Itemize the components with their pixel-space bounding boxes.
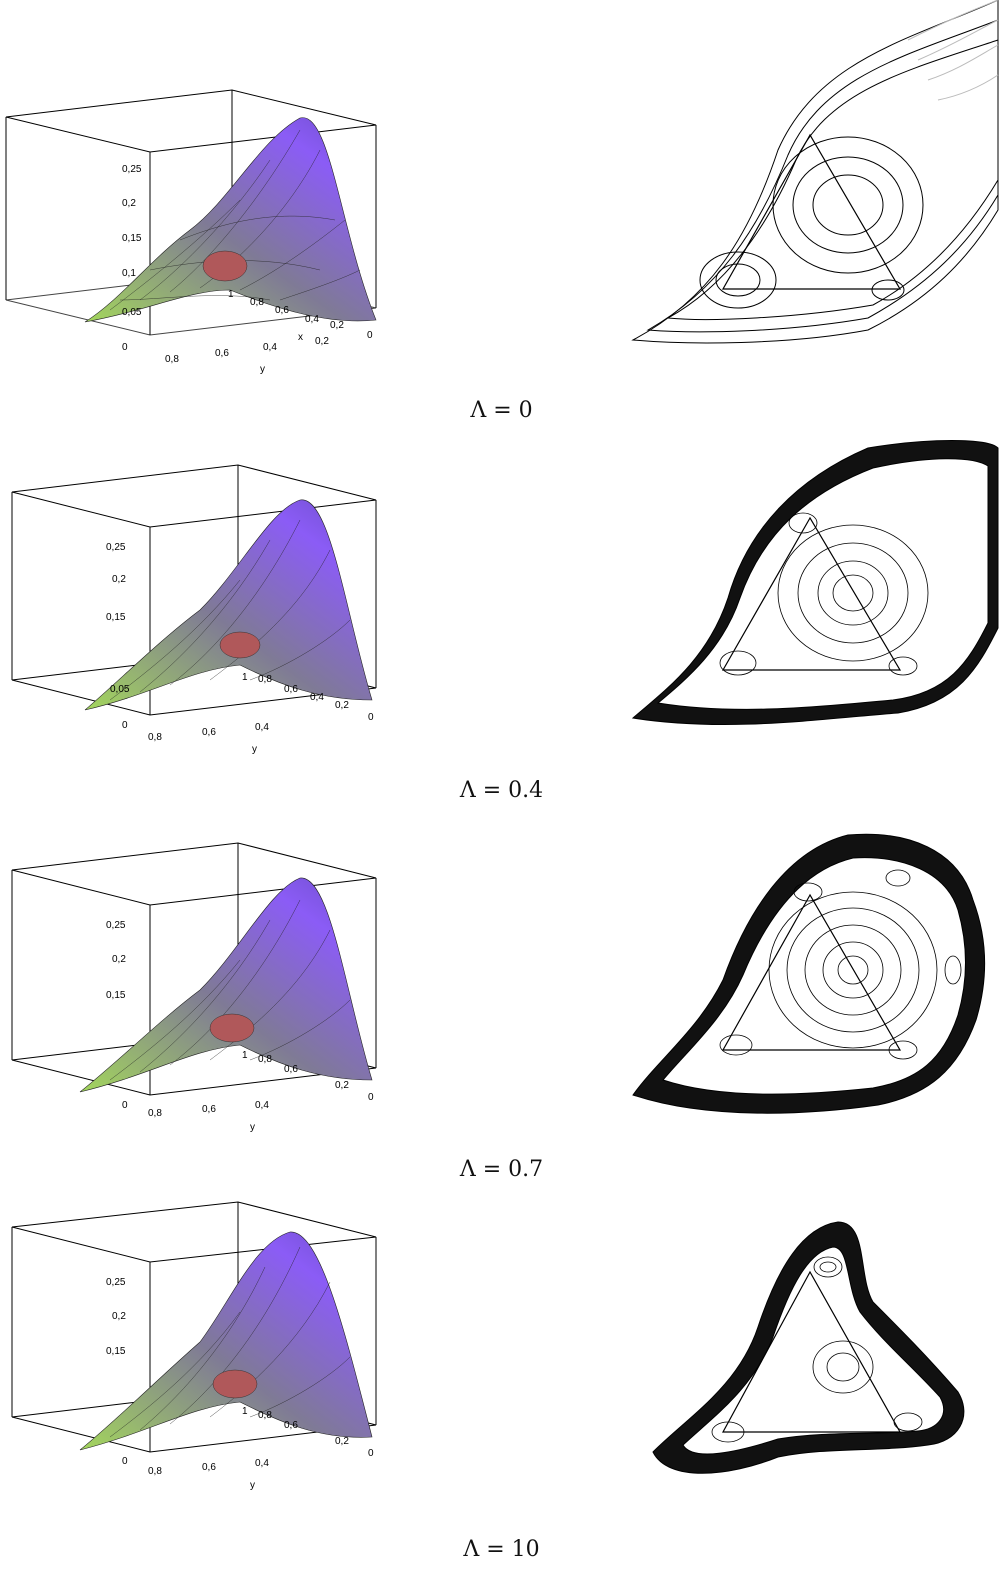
surface-plot-3d: 0 0,15 0,2 0,25 1 0,8 0,6 0,2 0 0,8 0,6 0,4 y bbox=[11, 1201, 377, 1491]
svg-text:0,4: 0,4 bbox=[263, 342, 277, 353]
panel-caption: Λ = 0.4 bbox=[459, 778, 544, 803]
svg-text:0: 0 bbox=[368, 1448, 374, 1459]
surface-plot-3d: 0 0,15 0,2 0,25 1 0,8 0,6 0,2 0 0,8 0,6 0,4 y bbox=[11, 842, 377, 1133]
panel-4: 0 0,15 0,2 0,25 1 0,8 0,6 0,2 0 0,8 0,6 0,4 y Λ… bbox=[0, 1192, 1003, 1573]
svg-text:y: y bbox=[252, 744, 257, 755]
svg-text:0,15: 0,15 bbox=[122, 233, 142, 244]
svg-text:0,15: 0,15 bbox=[106, 990, 126, 1001]
contour-plot bbox=[631, 0, 999, 344]
panel-caption: Λ = 10 bbox=[463, 1537, 540, 1562]
svg-text:0,8: 0,8 bbox=[148, 1108, 162, 1119]
svg-text:1: 1 bbox=[242, 672, 248, 683]
svg-text:0,15: 0,15 bbox=[106, 1346, 126, 1357]
y-axis-ticks: 0,8 0,6 0,4 0,2 y bbox=[165, 336, 329, 375]
svg-text:0,6: 0,6 bbox=[202, 1104, 216, 1115]
svg-text:0,6: 0,6 bbox=[284, 684, 298, 695]
contour-plot bbox=[631, 440, 999, 725]
svg-text:0,8: 0,8 bbox=[148, 732, 162, 743]
svg-text:0,2: 0,2 bbox=[315, 336, 329, 347]
svg-text:0,4: 0,4 bbox=[255, 722, 269, 733]
svg-text:0,6: 0,6 bbox=[284, 1064, 298, 1075]
svg-text:0,2: 0,2 bbox=[112, 574, 126, 585]
svg-text:0,8: 0,8 bbox=[258, 674, 272, 685]
svg-text:1: 1 bbox=[242, 1406, 248, 1417]
surface-mesh bbox=[109, 129, 361, 311]
contour-plot bbox=[652, 1221, 965, 1474]
svg-text:0,25: 0,25 bbox=[106, 920, 126, 931]
svg-text:0,2: 0,2 bbox=[335, 1436, 349, 1447]
svg-text:0,1: 0,1 bbox=[122, 268, 136, 279]
reference-triangle bbox=[721, 133, 902, 290]
contour-plot bbox=[632, 833, 986, 1114]
svg-text:0: 0 bbox=[368, 712, 374, 723]
svg-text:0: 0 bbox=[367, 330, 373, 341]
svg-text:0,25: 0,25 bbox=[106, 542, 126, 553]
svg-text:0,2: 0,2 bbox=[335, 700, 349, 711]
svg-text:1: 1 bbox=[228, 289, 234, 300]
svg-text:0: 0 bbox=[122, 720, 128, 731]
svg-text:0,6: 0,6 bbox=[202, 727, 216, 738]
svg-text:0,2: 0,2 bbox=[335, 1080, 349, 1091]
svg-text:0,8: 0,8 bbox=[250, 297, 264, 308]
panel-caption: Λ = 0 bbox=[470, 398, 533, 423]
svg-text:y: y bbox=[250, 1122, 255, 1133]
svg-text:0,4: 0,4 bbox=[310, 692, 324, 703]
svg-text:0,05: 0,05 bbox=[110, 684, 130, 695]
svg-text:0,05: 0,05 bbox=[122, 307, 142, 318]
svg-text:0: 0 bbox=[122, 1456, 128, 1467]
svg-text:0: 0 bbox=[122, 342, 128, 353]
svg-text:0,8: 0,8 bbox=[148, 1466, 162, 1477]
surface bbox=[84, 117, 377, 323]
svg-text:0,8: 0,8 bbox=[165, 354, 179, 365]
svg-text:0,2: 0,2 bbox=[122, 198, 136, 209]
svg-text:0,4: 0,4 bbox=[255, 1458, 269, 1469]
svg-text:0,8: 0,8 bbox=[258, 1410, 272, 1421]
svg-text:y: y bbox=[250, 1480, 255, 1491]
svg-text:0,2: 0,2 bbox=[330, 320, 344, 331]
svg-text:0,15: 0,15 bbox=[106, 612, 126, 623]
svg-text:0,4: 0,4 bbox=[255, 1100, 269, 1111]
svg-text:0: 0 bbox=[122, 1100, 128, 1111]
svg-text:0,4: 0,4 bbox=[305, 314, 319, 325]
surface-plot-3d: 0 0,05 0,15 0,2 0,25 1 0,8 0,6 0,4 0,2 0 0,8 0,6… bbox=[11, 464, 377, 755]
svg-text:0,6: 0,6 bbox=[202, 1462, 216, 1473]
svg-text:0,6: 0,6 bbox=[215, 348, 229, 359]
surface-plot-3d: 0 0,05 0,1 0,15 0,2 0,25 1 0,8 0,6 0,4 0… bbox=[5, 89, 377, 375]
svg-text:1: 1 bbox=[242, 1050, 248, 1061]
svg-text:0,2: 0,2 bbox=[112, 954, 126, 965]
svg-text:0,25: 0,25 bbox=[106, 1277, 126, 1288]
svg-text:0,25: 0,25 bbox=[122, 164, 142, 175]
svg-text:x: x bbox=[298, 332, 303, 343]
panel-caption: Λ = 0.7 bbox=[459, 1157, 544, 1182]
x-axis-ticks: 1 0,8 0,6 0,4 0,2 0 x bbox=[228, 289, 373, 343]
svg-text:y: y bbox=[260, 364, 265, 375]
svg-text:0,6: 0,6 bbox=[275, 305, 289, 316]
dip bbox=[202, 250, 248, 282]
svg-text:0,8: 0,8 bbox=[258, 1054, 272, 1065]
z-axis-ticks: 0 0,05 0,1 0,15 0,2 0,25 bbox=[122, 164, 142, 353]
panel-3: 0 0,15 0,2 0,25 1 0,8 0,6 0,2 0 0,8 0,6 0,4 y Λ… bbox=[0, 810, 1003, 1190]
panel-2: 0 0,05 0,15 0,2 0,25 1 0,8 0,6 0,4 0,2 0 0,8 0,6… bbox=[0, 430, 1003, 810]
svg-text:0: 0 bbox=[368, 1092, 374, 1103]
svg-text:0,2: 0,2 bbox=[112, 1311, 126, 1322]
panel-1: 0 0,05 0,1 0,15 0,2 0,25 1 0,8 0,6 0,4 0… bbox=[0, 0, 1003, 440]
svg-text:0,6: 0,6 bbox=[284, 1420, 298, 1431]
